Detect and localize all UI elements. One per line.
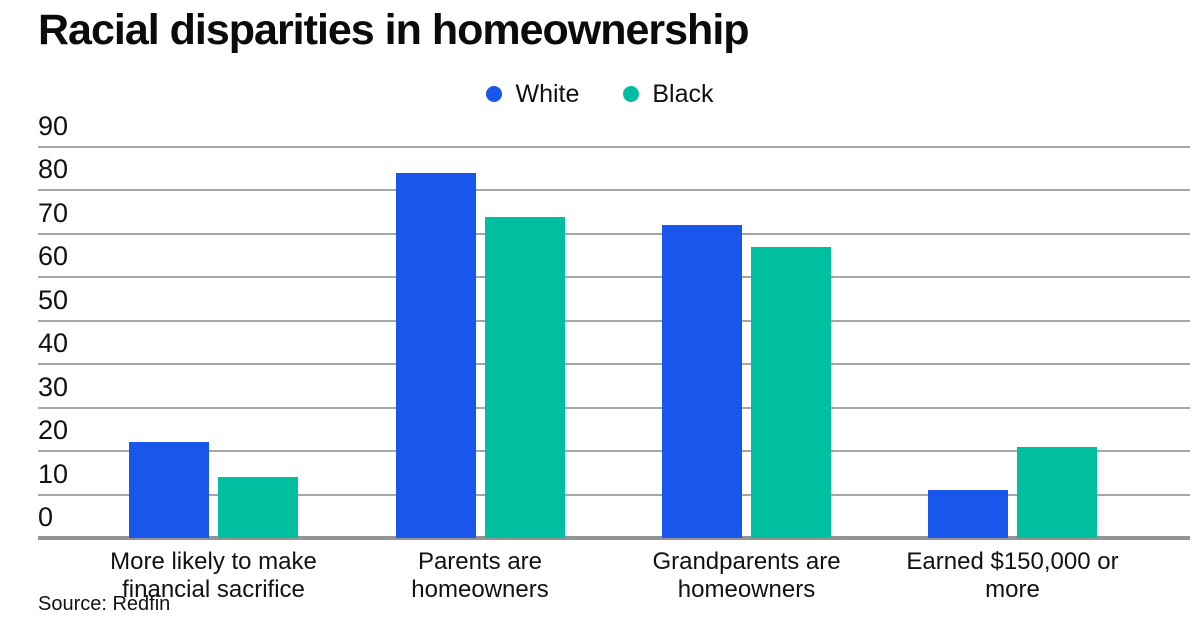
x-axis-label: Earned $150,000 or more: [906, 548, 1119, 604]
gridline: [38, 450, 1190, 453]
y-tick-label: 80: [38, 154, 69, 185]
y-tick-label: 60: [38, 241, 69, 272]
gridline: [38, 189, 1190, 192]
legend-item-black: Black: [623, 79, 714, 109]
y-tick-label: 70: [38, 197, 69, 228]
x-axis-label: Parents are homeowners: [411, 548, 549, 604]
y-tick-label: 50: [38, 284, 69, 315]
y-tick-label: 90: [38, 111, 69, 141]
y-tick-label: 20: [38, 415, 69, 446]
bar-black: [751, 246, 831, 538]
bar-white: [129, 442, 209, 538]
gridline: [38, 493, 1190, 496]
bar-white: [395, 173, 476, 538]
bar-group: [928, 446, 1097, 538]
y-tick-label: 30: [38, 371, 69, 402]
bar-black: [484, 216, 565, 538]
gridline: [38, 276, 1190, 279]
bar-group: [129, 442, 298, 538]
y-tick-label: 40: [38, 328, 69, 359]
bar-black: [218, 477, 298, 538]
x-axis-label: More likely to make financial sacrifice: [110, 548, 317, 604]
gridline: [38, 232, 1190, 235]
source-note: Source: Redfin: [38, 593, 171, 615]
bar-group: [662, 225, 831, 538]
legend-dot-black-icon: [623, 86, 640, 102]
gridline: [38, 146, 1190, 148]
legend-dot-white-icon: [486, 86, 503, 102]
legend-label-white: White: [515, 79, 580, 108]
legend-item-white: White: [486, 80, 579, 109]
bar-white: [928, 490, 1008, 538]
chart-title: Racial disparities in homeownership: [38, 6, 750, 54]
gridline: [38, 319, 1190, 322]
bar-black: [1017, 446, 1097, 538]
legend: White Black: [0, 78, 1200, 110]
y-tick-label: 10: [38, 458, 69, 489]
y-tick-label: 0: [38, 502, 54, 532]
x-axis-label: Grandparents are homeowners: [652, 548, 841, 604]
bar-white: [662, 225, 742, 538]
x-axis-line: [38, 536, 1190, 540]
legend-label-black: Black: [652, 79, 714, 108]
bar-group: [395, 173, 565, 538]
bar-chart: 0 10 20 30 40 50 60 70 80 90 More likely to make f…: [38, 113, 1190, 603]
gridline: [38, 406, 1190, 409]
gridline: [38, 363, 1190, 366]
